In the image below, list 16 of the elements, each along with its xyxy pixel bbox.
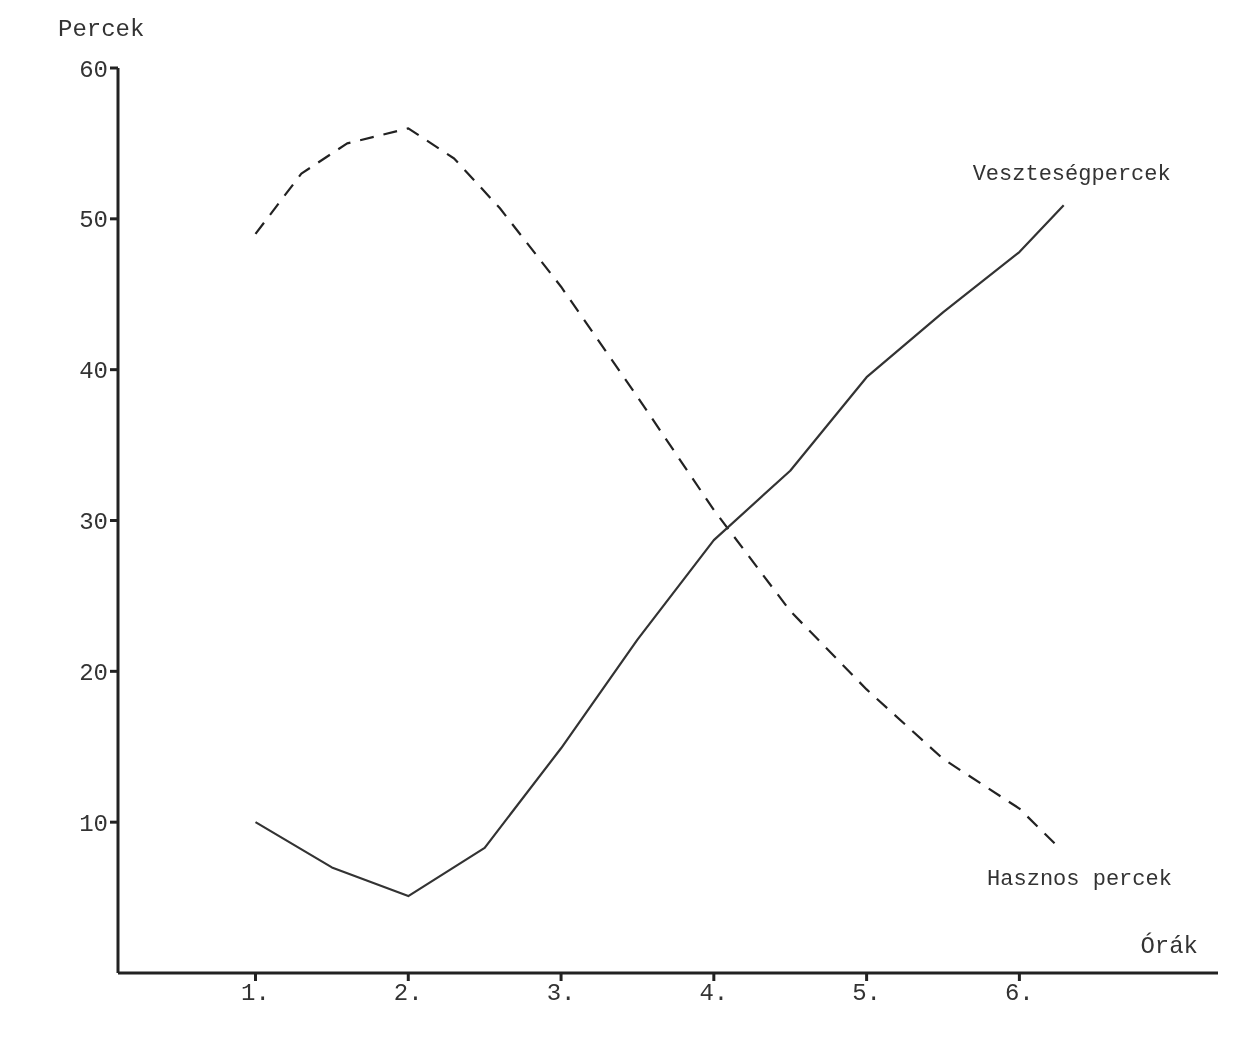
x-tick-label: 5. — [852, 980, 882, 1008]
y-tick-label: 40 — [79, 358, 108, 386]
x-tick-label: 2. — [393, 980, 423, 1008]
y-tick-label: 50 — [79, 207, 108, 235]
y-tick-label: 60 — [79, 56, 108, 84]
series-label: Veszteségpercek — [972, 162, 1171, 188]
x-tick-label: 3. — [546, 980, 576, 1008]
y-tick-label: 10 — [79, 810, 108, 838]
y-tick-label: 20 — [79, 659, 108, 687]
y-tick-label: 30 — [79, 509, 108, 537]
x-tick-label: 1. — [241, 980, 270, 1008]
x-tick-label: 6. — [1004, 980, 1034, 1008]
y-axis-title: Percek — [58, 16, 145, 43]
text: Hasznos percek — [987, 867, 1172, 893]
x-axis-title: Órák — [1140, 933, 1198, 960]
x-tick-label: 4. — [699, 980, 729, 1008]
